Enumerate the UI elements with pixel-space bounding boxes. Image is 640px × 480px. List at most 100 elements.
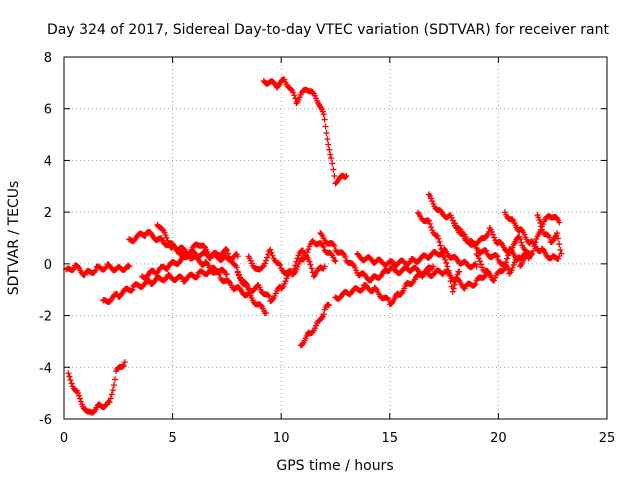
series-arc-f xyxy=(154,221,269,317)
data-point xyxy=(163,234,170,241)
data-point xyxy=(178,274,185,281)
data-point xyxy=(439,249,446,256)
data-point xyxy=(290,89,297,96)
data-point xyxy=(224,250,231,257)
data-point xyxy=(539,226,546,233)
data-point xyxy=(308,265,315,272)
series-arc-c xyxy=(100,264,230,306)
data-point xyxy=(506,270,513,277)
data-point xyxy=(215,269,222,276)
data-point xyxy=(326,146,333,153)
data-point xyxy=(265,251,272,258)
data-point xyxy=(472,241,479,248)
data-point xyxy=(438,246,445,253)
data-point xyxy=(269,252,276,259)
data-point xyxy=(533,235,540,242)
y-tick-labels: -6 -4 -2 0 2 4 6 8 xyxy=(39,51,52,428)
data-point xyxy=(121,359,128,366)
data-point xyxy=(107,395,114,402)
data-point xyxy=(69,267,76,274)
data-point xyxy=(108,391,115,398)
data-point xyxy=(528,252,535,259)
data-point xyxy=(503,259,510,266)
data-point xyxy=(68,380,75,387)
y-tick-label: 6 xyxy=(44,103,52,118)
data-point xyxy=(428,224,435,231)
data-point xyxy=(216,270,223,277)
data-point xyxy=(554,230,561,237)
x-tick-label: 0 xyxy=(60,431,68,446)
data-point xyxy=(226,253,233,260)
data-point xyxy=(119,363,126,370)
data-point xyxy=(426,220,433,227)
data-point xyxy=(183,249,190,256)
data-point xyxy=(92,267,99,274)
data-point xyxy=(329,160,336,167)
data-point xyxy=(451,281,458,288)
series-arc-j xyxy=(297,301,332,349)
data-point xyxy=(555,235,562,242)
data-point xyxy=(499,267,506,274)
x-tick-label: 10 xyxy=(273,431,290,446)
data-point xyxy=(531,243,538,250)
y-tick-label: 8 xyxy=(44,51,52,66)
data-point xyxy=(390,259,397,266)
data-point xyxy=(475,255,482,262)
data-point xyxy=(424,217,431,224)
series-arc-e xyxy=(139,241,252,293)
data-point xyxy=(109,387,116,394)
data-point xyxy=(305,246,312,253)
data-point xyxy=(500,267,507,274)
data-point xyxy=(128,287,135,294)
data-point xyxy=(67,377,74,384)
data-point xyxy=(368,276,375,283)
data-point xyxy=(65,370,72,377)
data-point xyxy=(369,288,376,295)
data-point xyxy=(493,252,500,259)
data-point xyxy=(234,269,241,276)
gridlines xyxy=(64,57,607,419)
data-point xyxy=(261,260,268,267)
data-point xyxy=(76,392,83,399)
data-point xyxy=(482,234,489,241)
data-point xyxy=(450,285,457,292)
data-point xyxy=(320,311,327,318)
series-arc-n xyxy=(391,264,491,292)
data-point xyxy=(536,216,543,223)
data-point xyxy=(264,254,271,261)
data-point xyxy=(476,258,483,265)
data-point xyxy=(325,302,332,309)
data-point xyxy=(110,382,117,389)
data-point xyxy=(321,263,328,270)
y-tick-label: -6 xyxy=(39,413,52,428)
data-point xyxy=(321,116,328,123)
data-point xyxy=(201,243,208,250)
data-point xyxy=(142,232,149,239)
data-point xyxy=(185,252,192,259)
data-point xyxy=(193,274,200,281)
data-point xyxy=(319,108,326,115)
data-point xyxy=(325,141,332,148)
data-point xyxy=(328,155,335,162)
data-point xyxy=(290,268,297,275)
data-point xyxy=(440,252,447,259)
data-point xyxy=(449,288,456,295)
data-point xyxy=(331,257,338,264)
data-point xyxy=(538,223,545,230)
data-point xyxy=(126,263,133,270)
data-point xyxy=(388,300,395,307)
data-point xyxy=(517,235,524,242)
y-axis-label: SDTVAR / TECUs xyxy=(6,181,22,296)
series-arc-o xyxy=(415,209,463,295)
data-point xyxy=(448,214,455,221)
data-point xyxy=(501,263,508,270)
data-point xyxy=(322,123,329,130)
data-point xyxy=(472,281,479,288)
data-point xyxy=(429,198,436,205)
x-axis-label: GPS time / hours xyxy=(276,458,393,474)
data-point xyxy=(445,267,452,274)
data-point xyxy=(292,262,299,269)
data-point xyxy=(555,255,562,262)
data-point xyxy=(529,251,536,258)
data-point xyxy=(266,293,273,300)
